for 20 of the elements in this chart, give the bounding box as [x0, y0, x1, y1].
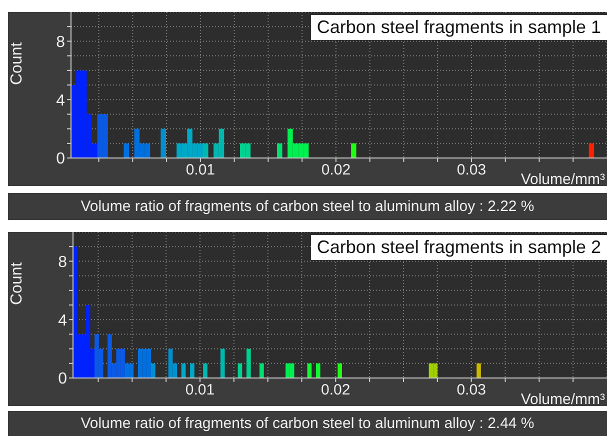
x-tick-label: 0.01 — [185, 382, 215, 399]
x-tick-label: 0.01 — [186, 162, 216, 179]
x-axis-title: Volume/mm³ — [520, 391, 605, 408]
y-axis-title: Count — [8, 42, 26, 85]
x-tick-label: 0.02 — [321, 162, 351, 179]
y-tick-label: 4 — [58, 312, 68, 330]
chart-title: Carbon steel fragments in sample 1 — [310, 15, 607, 40]
y-tick-label: 0 — [58, 370, 68, 388]
y-axis-title: Count — [8, 262, 26, 305]
y-tick-label: 4 — [56, 92, 66, 110]
y-tick-label: 0 — [56, 150, 66, 168]
x-axis-title: Volume/mm³ — [520, 171, 605, 188]
x-tick-label: 0.03 — [456, 382, 486, 399]
x-tick-label: 0.02 — [321, 382, 350, 399]
y-tick-label: 8 — [56, 34, 66, 51]
y-tick-label: 8 — [58, 254, 68, 271]
chart-title: Carbon steel fragments in sample 2 — [310, 235, 607, 260]
text: Volume ratio of fragments of carbon steel to aluminum alloy : 2.22 % — [8, 193, 607, 220]
text: Volume ratio of fragments of carbon steel to aluminum alloy : 2.44 % — [8, 411, 607, 436]
x-tick-label: 0.03 — [456, 162, 486, 179]
